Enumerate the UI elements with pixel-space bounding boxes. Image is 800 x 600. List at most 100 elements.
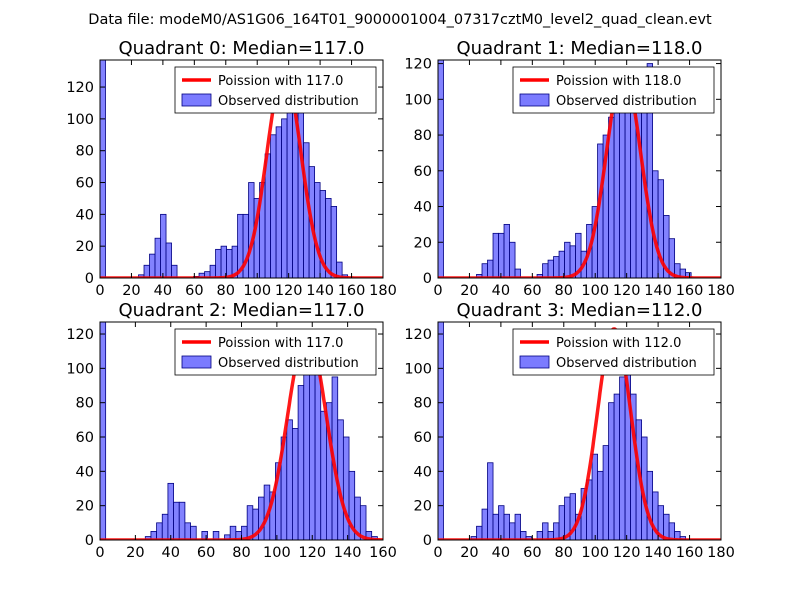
histogram-bar [156, 522, 163, 540]
x-tick-label: 120 [275, 283, 303, 299]
x-tick-label: 40 [162, 545, 180, 561]
histogram-bar [320, 410, 327, 540]
y-tick-label: 40 [76, 464, 94, 480]
legend: Poission with 117.0 Observed distribution [174, 66, 377, 114]
y-tick-label: 60 [76, 430, 94, 446]
legend-curve-label: Poission with 118.0 [556, 74, 681, 89]
histogram-bar [487, 259, 494, 278]
x-tick-label: 60 [523, 283, 541, 299]
x-tick-label: 20 [126, 545, 144, 561]
y-tick-label: 60 [414, 164, 432, 180]
x-tick-label: 40 [154, 283, 172, 299]
plot-area [100, 60, 383, 278]
histogram-bar [558, 505, 565, 540]
histogram-bar [602, 445, 609, 540]
histogram-bar [619, 376, 626, 540]
histogram-bar [173, 501, 180, 540]
y-tick-label: 120 [404, 57, 432, 73]
histogram-bar [613, 98, 620, 278]
y-tick-label: 40 [414, 200, 432, 216]
histogram-bar [297, 385, 305, 540]
plot-area [438, 322, 721, 540]
x-tick-label: 80 [555, 545, 573, 561]
histogram-bar [514, 513, 521, 540]
y-tick-label: 60 [76, 176, 94, 192]
histogram-bar [303, 367, 310, 540]
x-tick-label: 100 [263, 545, 291, 561]
histogram-bar [498, 505, 505, 540]
histogram-bar [438, 322, 444, 540]
histogram-bar [161, 513, 169, 540]
legend: Poission with 118.0 Observed distribution [512, 66, 715, 114]
y-tick-label: 80 [76, 144, 94, 160]
x-tick-label: 20 [122, 283, 140, 299]
x-tick-label: 160 [369, 545, 397, 561]
x-tick-label: 20 [460, 545, 478, 561]
x-tick-label: 0 [433, 283, 442, 299]
x-tick-label: 160 [676, 545, 704, 561]
y-tick-label: 0 [85, 271, 94, 287]
histogram-bar [281, 118, 288, 278]
histogram-bar [652, 170, 659, 278]
histogram-bar [314, 182, 321, 278]
y-tick-label: 100 [404, 361, 432, 377]
y-tick-label: 100 [66, 112, 94, 128]
x-tick-label: 140 [306, 283, 334, 299]
histogram-bar [171, 264, 178, 278]
histogram-bar [547, 259, 554, 278]
x-tick-label: 140 [644, 545, 672, 561]
histogram-bar [624, 102, 631, 278]
y-tick-label: 40 [414, 464, 432, 480]
legend-bars-label: Observed distribution [556, 356, 697, 371]
histogram-bar [613, 393, 620, 540]
x-tick-label: 60 [185, 283, 203, 299]
histogram-bar [292, 428, 299, 540]
legend-bars-swatch [181, 93, 212, 107]
quadrant-panels: Quadrant 0: Median=117.00 20 40 60 80 100 120 1… [66, 38, 735, 561]
poisson-curve [100, 69, 383, 278]
quadrant-0-panel: Quadrant 0: Median=117.0 0 20 40 60 80 100 120 1… [66, 38, 397, 299]
axes-frame [437, 59, 722, 279]
legend: Poission with 112.0 Observed distribution [512, 328, 715, 376]
x-tick-label: 120 [298, 545, 326, 561]
histogram-bar [215, 248, 222, 278]
histogram-bar [190, 525, 197, 540]
histogram-bar [286, 102, 293, 278]
histogram-bar [143, 264, 150, 278]
y-tick-label: 60 [414, 430, 432, 446]
histogram-bar [564, 241, 571, 278]
y-tick-label: 20 [414, 235, 432, 251]
x-tick-label: 20 [460, 283, 478, 299]
legend-bars-label: Observed distribution [218, 94, 359, 109]
histogram-bar [542, 522, 549, 540]
quadrant-3-panel: Quadrant 3: Median=112.0 0 20 40 60 80 100 120 1… [404, 300, 735, 561]
legend-curve-label: Poission with 112.0 [556, 336, 681, 351]
x-tick-label: 80 [555, 283, 573, 299]
panel-title: Quadrant 0: Median=117.0 [119, 38, 365, 59]
histogram-bar [184, 522, 191, 540]
histogram-bar [226, 248, 233, 278]
legend: Poission with 117.0 Observed distribution [174, 328, 377, 376]
legend-bars-swatch [519, 93, 550, 107]
legend-curve-label: Poission with 117.0 [218, 336, 343, 351]
plot-area [438, 60, 721, 278]
histogram-bar [481, 508, 488, 540]
panel-title: Quadrant 3: Median=112.0 [457, 300, 703, 321]
histogram-bar [165, 242, 172, 278]
y-tick-label: 0 [423, 271, 432, 287]
histogram-bar [492, 232, 499, 278]
histogram-bar [498, 232, 505, 278]
x-tick-label: 140 [644, 283, 672, 299]
quadrant-1-panel: Quadrant 1: Median=118.00 20 40 60 80 100 120 1… [404, 38, 735, 299]
y-tick-label: 120 [404, 327, 432, 343]
y-tick-label: 80 [76, 396, 94, 412]
legend-bars-swatch [519, 355, 550, 369]
histogram-bar [167, 482, 174, 540]
y-tick-label: 20 [414, 499, 432, 515]
x-tick-label: 0 [433, 545, 442, 561]
y-tick-label: 40 [76, 207, 94, 223]
quadrant-2-panel: Quadrant 2: Median=117.0 0 20 40 60 80 100 120 1… [66, 300, 397, 561]
x-tick-label: 40 [492, 283, 510, 299]
histogram-bar [229, 525, 237, 540]
histogram-bar [209, 264, 216, 278]
